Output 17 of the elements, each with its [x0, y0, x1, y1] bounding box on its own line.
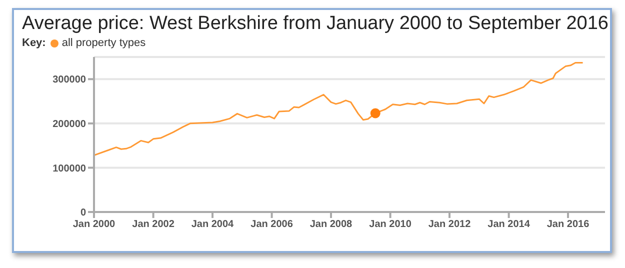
x-tick-label: Jan 2010 — [369, 219, 412, 230]
y-tick-label: 300000 — [52, 74, 86, 86]
line-series — [94, 62, 584, 156]
x-tick-label: Jan 2000 — [72, 219, 116, 230]
x-tick-label: Jan 2016 — [546, 219, 590, 230]
x-tick-label: Jan 2014 — [488, 219, 530, 230]
chart-title: Average price: West Berkshire from January 2000 to September 2016 — [22, 13, 610, 35]
x-tick-label: Jan 2008 — [310, 219, 353, 230]
x-tick-label: Jan 2006 — [250, 219, 294, 230]
y-tick-label: 0 — [80, 208, 86, 219]
x-tick-label: Jan 2002 — [132, 219, 175, 230]
x-tick-label: Jan 2012 — [428, 219, 472, 230]
x-tick-label: Jan 2004 — [191, 219, 234, 230]
y-tick-label: 100000 — [52, 163, 86, 174]
legend-label: all property types — [62, 37, 146, 49]
y-tick-label: 200000 — [52, 118, 86, 130]
legend-title: Key: — [22, 37, 46, 49]
